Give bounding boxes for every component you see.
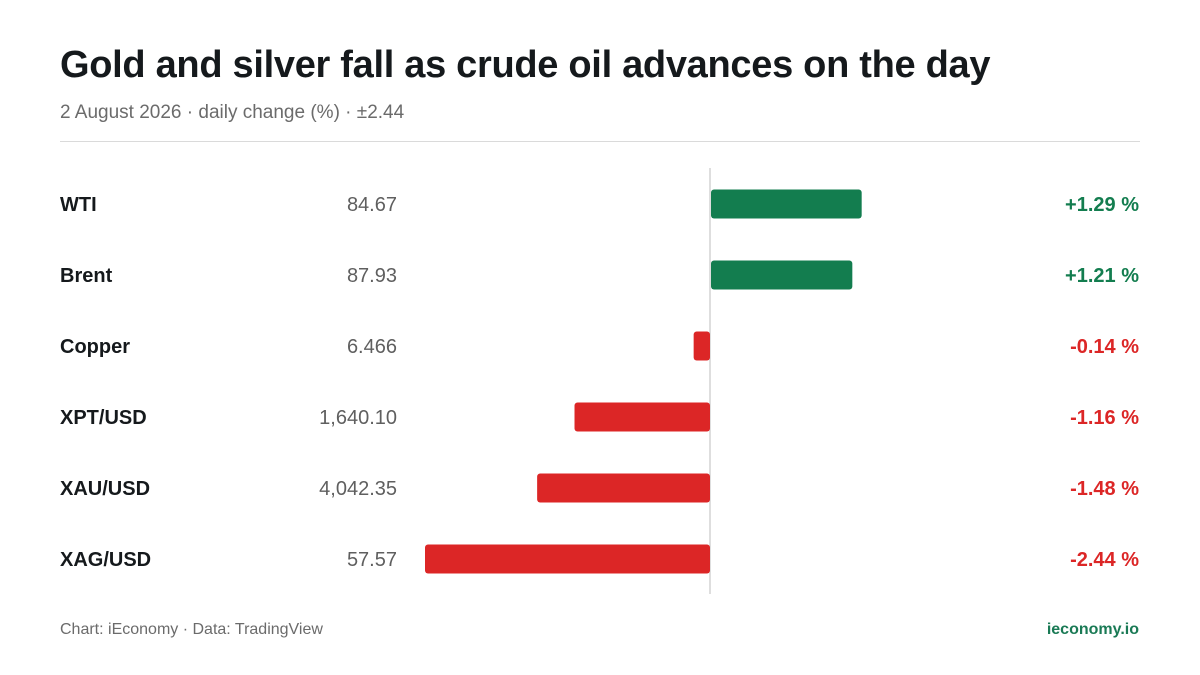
bar [537,473,710,503]
bar [574,402,710,432]
value-label: +1.29 % [1065,194,1139,216]
category-label: Brent [60,265,113,287]
bar [425,544,710,574]
footer-source: Chart: iEconomy · Data: TradingView [60,621,323,638]
category-label: XPT/USD [60,407,147,429]
value-label: -0.14 % [1070,336,1139,358]
price-label: 1,640.10 [319,407,397,429]
header-divider [60,141,1140,142]
price-label: 57.57 [347,549,397,571]
value-label: -2.44 % [1070,549,1139,571]
price-label: 4,042.35 [319,478,397,500]
footer-brand-link[interactable]: ieconomy.io [1046,621,1139,638]
price-label: 87.93 [347,265,397,287]
category-label: Copper [60,336,130,358]
chart-subtitle: 2 August 2026 · daily change (%) · ±2.44 [60,102,405,123]
price-label: 6.466 [347,336,397,358]
value-label: -1.48 % [1070,478,1139,500]
bar [693,331,710,361]
price-label: 84.67 [347,194,397,216]
chart-title: Gold and silver fall as crude oil advanc… [60,44,991,86]
bar [711,260,853,290]
value-label: -1.16 % [1070,407,1139,429]
category-label: XAU/USD [60,478,150,500]
category-label: XAG/USD [60,549,151,571]
category-label: WTI [60,194,97,216]
bar [711,189,862,219]
value-label: +1.21 % [1065,265,1139,287]
